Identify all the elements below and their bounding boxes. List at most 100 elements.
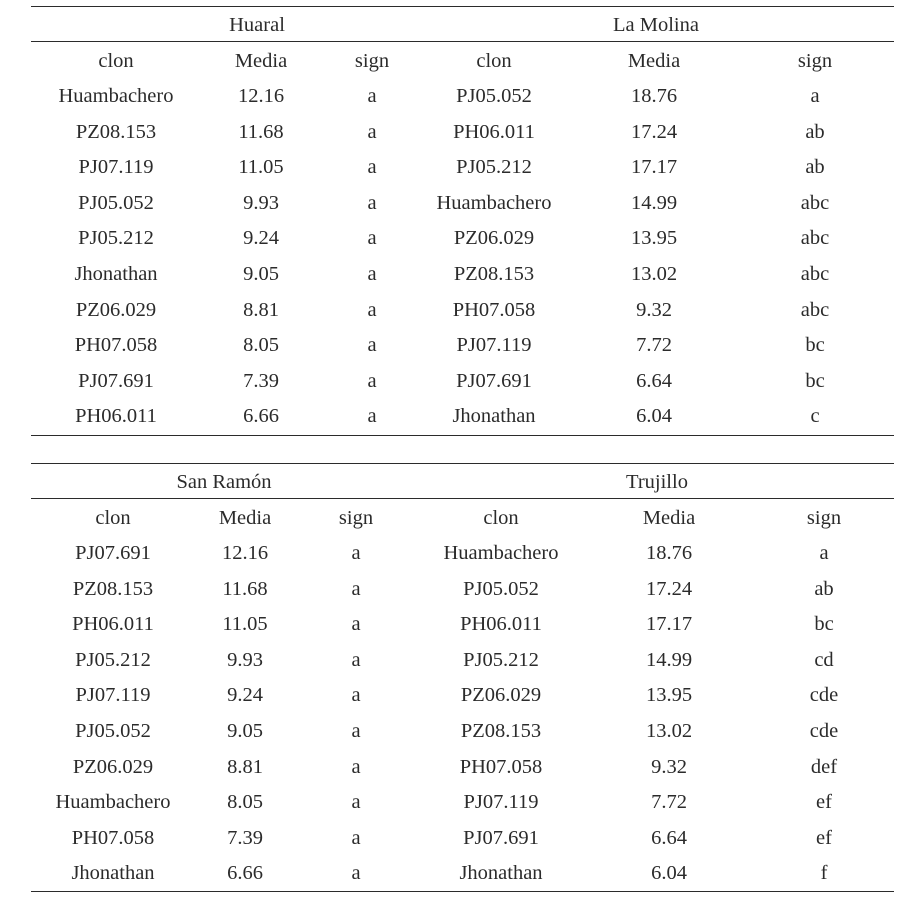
media-cell: 7.72 xyxy=(636,334,672,357)
media-cell: 17.24 xyxy=(630,120,678,143)
clon-cell: PH06.011 xyxy=(453,120,535,143)
left-table-title: Huaral xyxy=(229,14,285,36)
sign-cell: a xyxy=(351,613,361,636)
sign-cell: bc xyxy=(805,369,825,392)
clon-cell: PZ08.153 xyxy=(72,577,154,600)
media-cell: 14.99 xyxy=(645,648,693,671)
sign-cell: a xyxy=(351,684,361,707)
right-table-title: Trujillo xyxy=(626,471,688,493)
column-header: clon xyxy=(95,507,131,529)
clon-cell: Huambachero xyxy=(436,191,552,214)
media-cell: 8.81 xyxy=(243,298,279,321)
right-table-title: La Molina xyxy=(613,14,699,36)
clon-cell: PH06.011 xyxy=(72,613,154,636)
sign-cell: a xyxy=(367,298,377,321)
clon-cell: PZ06.029 xyxy=(460,684,542,707)
media-cell: 11.05 xyxy=(222,613,268,636)
media-cell: 8.05 xyxy=(243,334,279,357)
column-header: Media xyxy=(218,507,272,529)
sign-cell: f xyxy=(820,862,828,885)
clon-cell: PH07.058 xyxy=(74,334,158,357)
clon-cell: PJ05.052 xyxy=(78,191,154,214)
column-header: Media xyxy=(627,50,681,72)
media-cell: 7.39 xyxy=(243,369,279,392)
sign-cell: cd xyxy=(814,648,834,671)
clon-cell: PJ07.119 xyxy=(75,684,151,707)
clon-cell: PJ07.691 xyxy=(463,826,539,849)
media-cell: 17.24 xyxy=(645,577,693,600)
media-cell: 6.04 xyxy=(636,405,672,428)
sign-cell: a xyxy=(810,85,820,107)
media-cell: 11.68 xyxy=(222,577,268,600)
table-block: San Ramón Trujillo clon Media sign clon Media s… xyxy=(31,0,894,901)
title-rule xyxy=(31,41,894,42)
clon-cell: PH07.058 xyxy=(71,826,155,849)
clon-cell: Huambachero xyxy=(55,791,171,814)
top-rule xyxy=(31,6,894,7)
media-cell: 9.05 xyxy=(227,720,263,742)
bottom-rule xyxy=(31,435,894,436)
media-cell: 9.05 xyxy=(243,263,279,285)
clon-cell: PJ05.212 xyxy=(75,648,151,671)
clon-cell: PJ05.212 xyxy=(456,156,532,179)
title-rule xyxy=(31,498,894,499)
media-cell: 12.16 xyxy=(221,542,269,564)
media-cell: 14.99 xyxy=(630,191,678,214)
sign-cell: abc xyxy=(800,263,830,285)
media-cell: 9.32 xyxy=(636,298,672,321)
sign-cell: a xyxy=(351,755,361,778)
sign-cell: a xyxy=(367,405,377,428)
media-cell: 9.93 xyxy=(227,648,263,671)
clon-cell: Jhonathan xyxy=(74,263,158,285)
sign-cell: ef xyxy=(816,791,832,814)
clon-cell: PZ08.153 xyxy=(75,120,157,143)
sign-cell: c xyxy=(810,405,820,428)
clon-cell: PZ06.029 xyxy=(75,298,157,321)
clon-cell: PJ07.119 xyxy=(78,156,154,179)
media-cell: 11.68 xyxy=(238,120,284,143)
sign-cell: bc xyxy=(814,613,834,636)
column-header: clon xyxy=(483,507,519,529)
column-header: sign xyxy=(806,507,842,529)
media-cell: 9.93 xyxy=(243,191,279,214)
media-cell: 17.17 xyxy=(630,156,678,179)
sign-cell: a xyxy=(351,648,361,671)
clon-cell: PH06.011 xyxy=(460,613,542,636)
media-cell: 13.02 xyxy=(645,720,693,742)
sign-cell: ab xyxy=(805,156,825,179)
clon-cell: PH07.058 xyxy=(459,755,543,778)
clon-cell: Huambachero xyxy=(58,85,174,107)
media-cell: 6.64 xyxy=(636,369,672,392)
sign-cell: a xyxy=(351,826,361,849)
clon-cell: PJ05.052 xyxy=(75,720,151,742)
column-header: sign xyxy=(354,50,390,72)
sign-cell: a xyxy=(367,334,377,357)
media-cell: 12.16 xyxy=(237,85,285,107)
clon-cell: Jhonathan xyxy=(452,405,536,428)
media-cell: 6.66 xyxy=(227,862,263,885)
clon-cell: PJ05.052 xyxy=(456,85,532,107)
media-cell: 8.81 xyxy=(227,755,263,778)
column-header: sign xyxy=(797,50,833,72)
clon-cell: PJ07.691 xyxy=(456,369,532,392)
column-header: sign xyxy=(338,507,374,529)
bottom-rule xyxy=(31,891,894,892)
sign-cell: def xyxy=(810,755,838,778)
column-header: clon xyxy=(476,50,512,72)
media-cell: 6.04 xyxy=(651,862,687,885)
sign-cell: ab xyxy=(814,577,834,600)
sign-cell: a xyxy=(819,542,829,564)
sign-cell: a xyxy=(367,369,377,392)
column-header: Media xyxy=(642,507,696,529)
column-header: clon xyxy=(98,50,134,72)
sign-cell: cde xyxy=(809,720,839,742)
clon-cell: PZ06.029 xyxy=(72,755,154,778)
sign-cell: a xyxy=(367,156,377,179)
media-cell: 7.72 xyxy=(651,791,687,814)
media-cell: 6.66 xyxy=(243,405,279,428)
clon-cell: PJ05.212 xyxy=(463,648,539,671)
clon-cell: PJ07.119 xyxy=(456,334,532,357)
sign-cell: abc xyxy=(800,191,830,214)
sign-cell: bc xyxy=(805,334,825,357)
sign-cell: a xyxy=(351,862,361,885)
